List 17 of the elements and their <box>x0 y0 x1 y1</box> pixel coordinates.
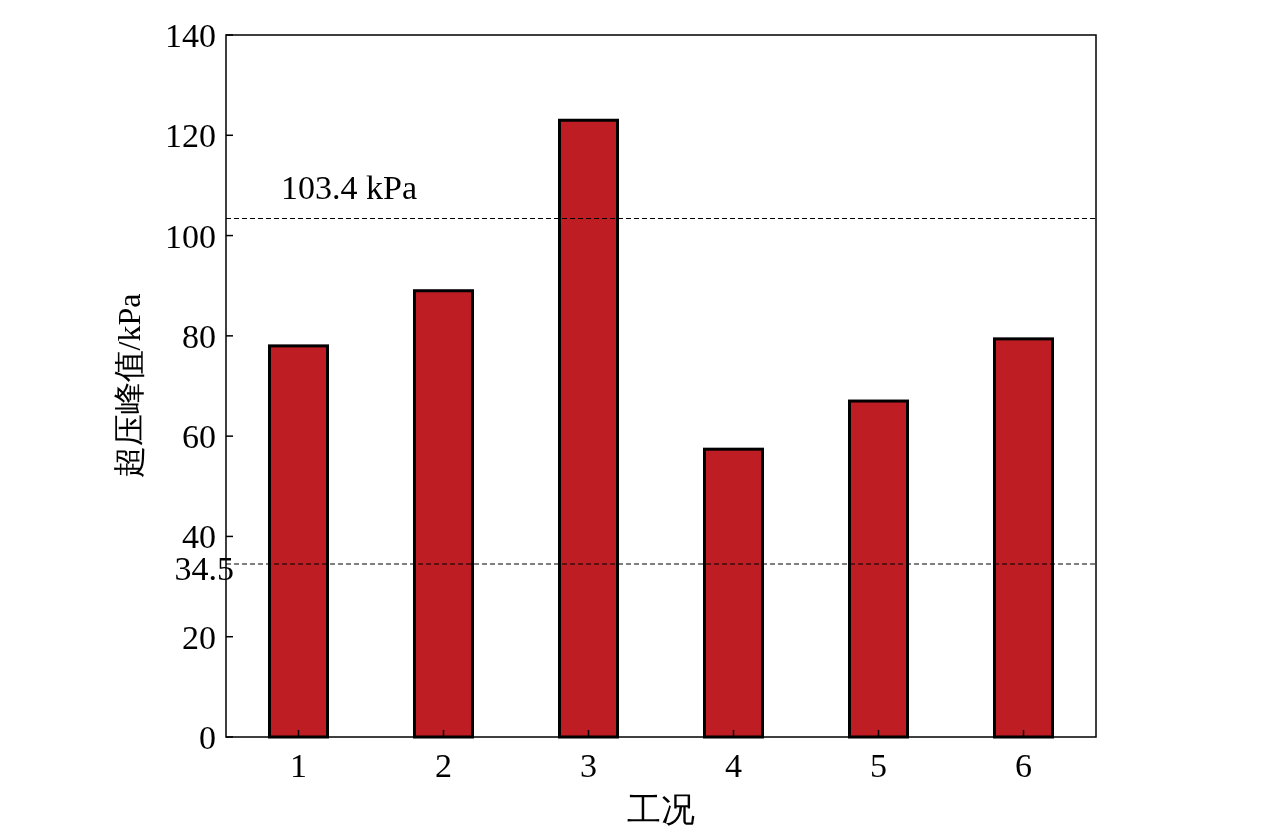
y-tick-label: 40 <box>182 518 216 556</box>
y-tick-label: 0 <box>199 719 216 756</box>
y-tick-label: 80 <box>182 317 216 355</box>
x-tick-label: 4 <box>725 747 742 784</box>
x-tick-label: 1 <box>290 747 307 784</box>
y-tick-label: 140 <box>165 17 216 54</box>
x-tick-label: 2 <box>435 747 452 784</box>
y-tick-label: 20 <box>182 618 216 656</box>
x-tick-label: 5 <box>870 747 887 784</box>
y-axis-title: 超压峰值/kPa <box>111 293 147 479</box>
x-tick-label: 3 <box>580 747 597 784</box>
ref-line-label: 103.4 kPa <box>281 168 417 206</box>
y-tick-label: 120 <box>165 117 216 155</box>
y-tick-label: 60 <box>182 418 216 456</box>
x-tick-label: 6 <box>1015 747 1032 784</box>
y-tick-label: 100 <box>165 217 216 255</box>
x-axis-title: 工况 <box>627 791 695 828</box>
